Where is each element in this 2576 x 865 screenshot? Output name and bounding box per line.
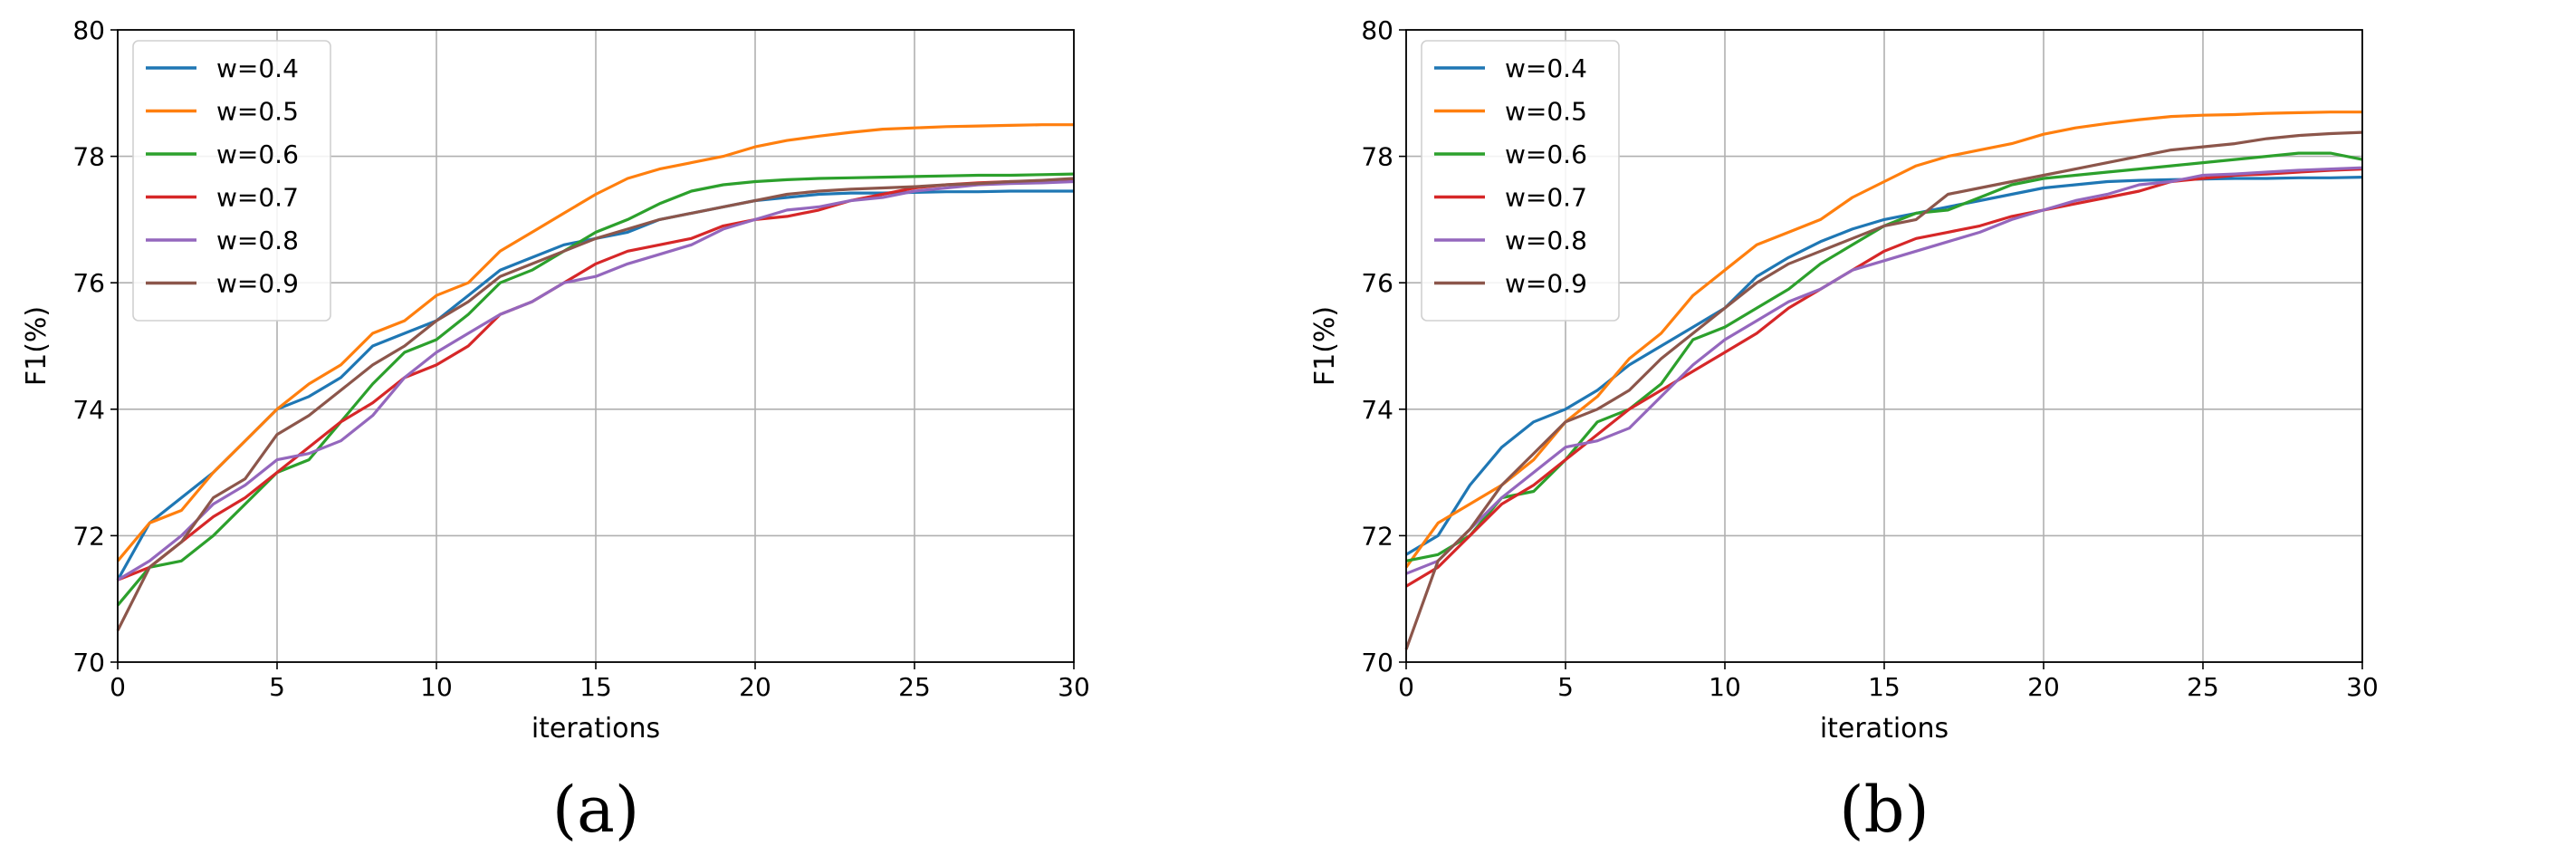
y-tick-label: 74 — [72, 395, 105, 425]
x-tick-label: 25 — [2187, 672, 2219, 702]
y-tick-label: 72 — [1361, 521, 1393, 551]
x-axis-label: iterations — [531, 713, 660, 745]
series-line-w=0.7 — [1405, 168, 2363, 588]
legend-label: w=0.9 — [216, 269, 299, 299]
x-tick-label: 20 — [2027, 672, 2060, 702]
x-tick-label: 0 — [1398, 672, 1414, 702]
legend-label: w=0.9 — [1505, 269, 1587, 299]
y-tick-label: 80 — [1361, 15, 1393, 45]
x-tick-label: 10 — [420, 672, 453, 702]
legend-label: w=0.7 — [216, 183, 299, 213]
x-tick-label: 15 — [579, 672, 612, 702]
chart-panel-a: 0 5 10 15 20 25 30 70 72 74 76 78 80 iterations F1(%) w… — [21, 15, 1090, 847]
y-axis-label: F1(%) — [1309, 306, 1341, 386]
legend-label: w=0.7 — [1505, 183, 1587, 213]
x-tick-label: 30 — [1058, 672, 1090, 702]
legend-label: w=0.4 — [216, 53, 299, 83]
x-tick-label: 15 — [1868, 672, 1901, 702]
series-line-w=0.8 — [1405, 166, 2363, 575]
series-line-w=0.5 — [116, 123, 1074, 562]
y-tick-label: 78 — [1361, 142, 1393, 172]
y-tick-label: 72 — [72, 521, 105, 551]
chart-panel-b: 0 5 10 15 20 25 30 70 72 74 76 78 80 iterations F1(%) w… — [1309, 15, 2379, 847]
y-tick-label: 76 — [1361, 268, 1393, 298]
y-tick-label: 74 — [1361, 395, 1393, 425]
series-line-w=0.9 — [1404, 130, 2363, 650]
legend-label: w=0.8 — [1505, 226, 1587, 255]
y-axis-label: F1(%) — [21, 306, 53, 386]
y-tick-label: 70 — [72, 648, 105, 678]
panel-caption: (a) — [552, 773, 639, 847]
series-line-w=0.9 — [116, 177, 1075, 631]
y-tick-label: 70 — [1361, 648, 1393, 678]
legend: w=0.4 w=0.5 w=0.6 w=0.7 w=0.8 w=0.9 — [1421, 40, 1620, 322]
legend-label: w=0.6 — [216, 139, 299, 169]
legend-label: w=0.4 — [1505, 53, 1587, 83]
legend: w=0.4 w=0.5 w=0.6 w=0.7 w=0.8 w=0.9 — [132, 40, 331, 322]
x-tick-label: 20 — [739, 672, 771, 702]
x-tick-label: 5 — [1557, 672, 1574, 702]
x-tick-label: 5 — [269, 672, 285, 702]
legend-label: w=0.8 — [216, 226, 299, 255]
x-axis-label: iterations — [1820, 713, 1949, 745]
x-tick-label: 0 — [110, 672, 126, 702]
x-tick-label: 30 — [2346, 672, 2379, 702]
legend-label: w=0.5 — [216, 97, 299, 127]
legend-label: w=0.6 — [1505, 139, 1587, 169]
y-tick-label: 76 — [72, 268, 105, 298]
x-tick-label: 10 — [1709, 672, 1741, 702]
panel-caption: (b) — [1839, 773, 1929, 847]
y-tick-label: 78 — [72, 142, 105, 172]
y-tick-label: 80 — [72, 15, 105, 45]
legend-label: w=0.5 — [1505, 97, 1587, 127]
series-line-w=0.8 — [117, 179, 1075, 581]
x-tick-label: 25 — [898, 672, 931, 702]
